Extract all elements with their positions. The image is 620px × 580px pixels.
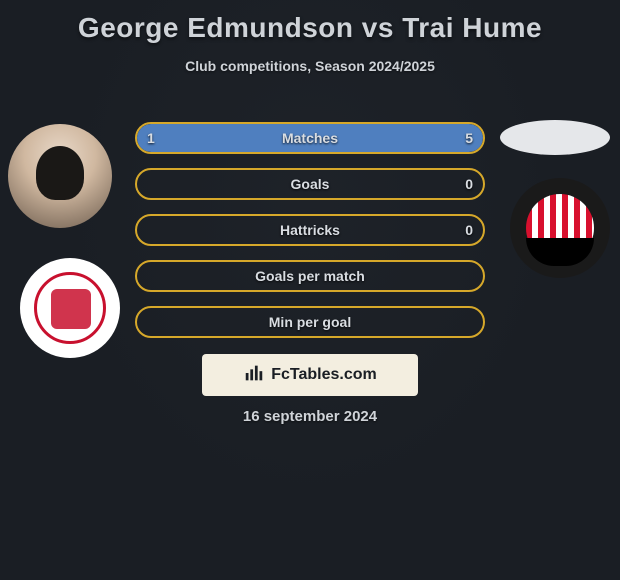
subtitle: Club competitions, Season 2024/2025 bbox=[0, 58, 620, 74]
stat-fill-left bbox=[137, 124, 196, 152]
stat-row-matches: 1 Matches 5 bbox=[135, 122, 485, 154]
stat-value-right: 0 bbox=[465, 222, 473, 238]
stat-label: Goals per match bbox=[255, 268, 365, 284]
brand-text: FcTables.com bbox=[271, 366, 377, 384]
stat-label: Hattricks bbox=[280, 222, 340, 238]
page-title: George Edmundson vs Trai Hume bbox=[0, 0, 620, 44]
brand-badge: FcTables.com bbox=[202, 354, 418, 396]
stat-row-min-per-goal: Min per goal bbox=[135, 306, 485, 338]
stat-row-hattricks: Hattricks 0 bbox=[135, 214, 485, 246]
stat-row-goals-per-match: Goals per match bbox=[135, 260, 485, 292]
stat-value-right: 0 bbox=[465, 176, 473, 192]
club-left-badge bbox=[20, 258, 120, 358]
club-right-badge bbox=[510, 178, 610, 278]
stats-list: 1 Matches 5 Goals 0 Hattricks 0 Goals pe… bbox=[135, 122, 485, 352]
bar-chart-icon bbox=[243, 362, 265, 389]
stat-label: Goals bbox=[291, 176, 330, 192]
player-right-avatar bbox=[500, 120, 610, 155]
stat-row-goals: Goals 0 bbox=[135, 168, 485, 200]
comparison-card: George Edmundson vs Trai Hume Club compe… bbox=[0, 0, 620, 580]
club-right-crest bbox=[526, 194, 594, 262]
stat-value-right: 5 bbox=[465, 130, 473, 146]
stat-label: Min per goal bbox=[269, 314, 351, 330]
player-left-avatar bbox=[8, 124, 112, 228]
stat-value-left: 1 bbox=[147, 130, 155, 146]
stat-label: Matches bbox=[282, 130, 338, 146]
stat-fill-right bbox=[196, 124, 483, 152]
snapshot-date: 16 september 2024 bbox=[0, 408, 620, 425]
club-left-crest bbox=[34, 272, 106, 344]
